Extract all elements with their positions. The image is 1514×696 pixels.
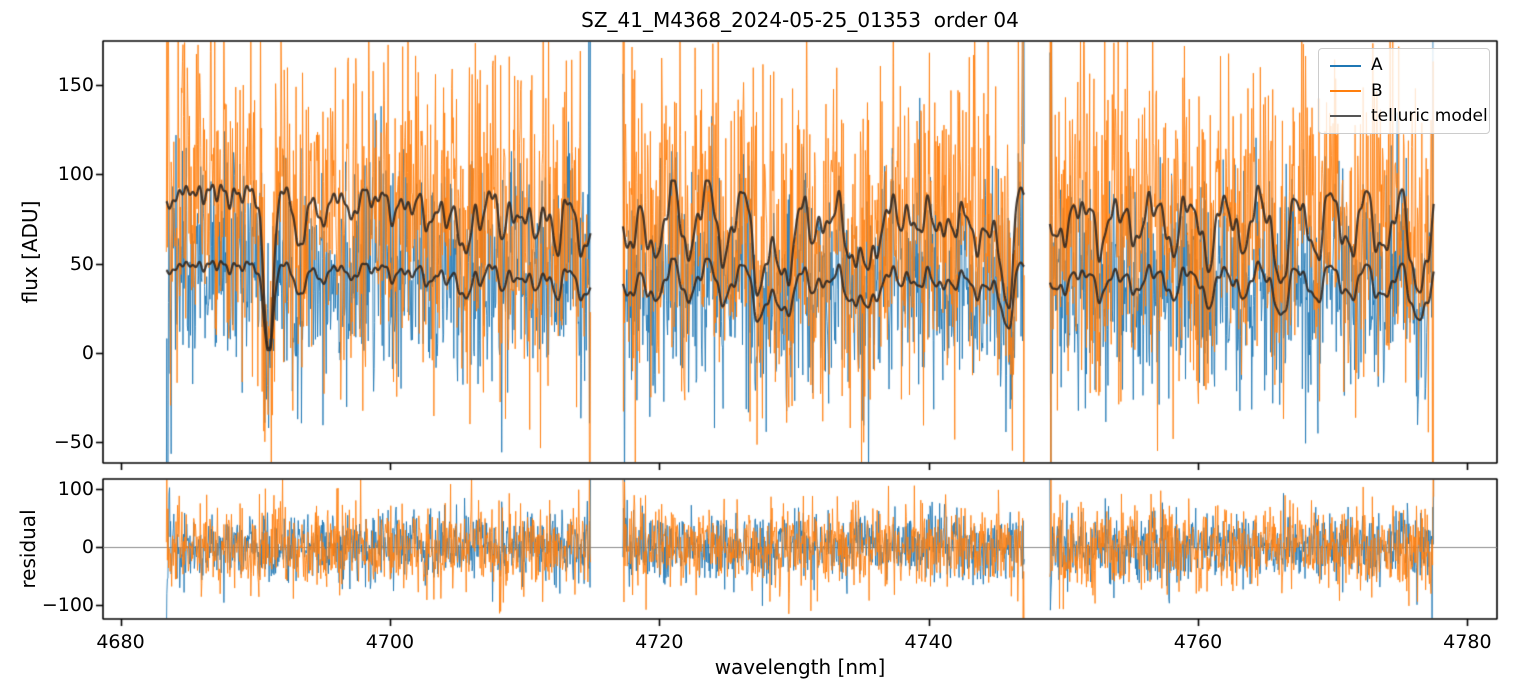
legend-line-swatch — [1330, 115, 1361, 118]
x-tick-label: 4740 — [904, 631, 953, 653]
y-tick-label-residual: 100 — [57, 477, 94, 500]
legend-item: A — [1319, 57, 1489, 74]
y-tick-label-flux: 150 — [57, 74, 94, 97]
y-tick-label-residual: 0 — [81, 535, 94, 558]
legend-line-swatch — [1330, 64, 1361, 67]
chart-title: SZ_41_M4368_2024-05-25_01353 order 04 — [581, 8, 1019, 32]
x-tick-label: 4720 — [635, 631, 684, 653]
y-tick-label-residual: −100 — [41, 594, 94, 617]
legend-item: B — [1319, 80, 1489, 101]
x-tick-label: 4780 — [1443, 631, 1492, 653]
legend-line-swatch — [1330, 90, 1361, 92]
y-tick-label-flux: 0 — [81, 341, 94, 364]
y-axis-label-flux: flux [ADU] — [18, 200, 42, 304]
y-tick-label-flux: −50 — [53, 431, 94, 454]
legend-label: A — [1371, 55, 1383, 76]
legend-label: B — [1371, 80, 1383, 101]
y-tick-label-flux: 100 — [57, 163, 94, 186]
x-tick-label: 4700 — [365, 631, 415, 653]
x-tick-label: 4760 — [1173, 631, 1223, 653]
x-tick-label: 4680 — [96, 631, 145, 653]
x-axis-label: wavelength [nm] — [714, 655, 886, 679]
legend-label: telluric model — [1371, 105, 1488, 126]
legend-item: telluric model — [1319, 105, 1489, 126]
y-tick-label-flux: 50 — [69, 252, 94, 275]
